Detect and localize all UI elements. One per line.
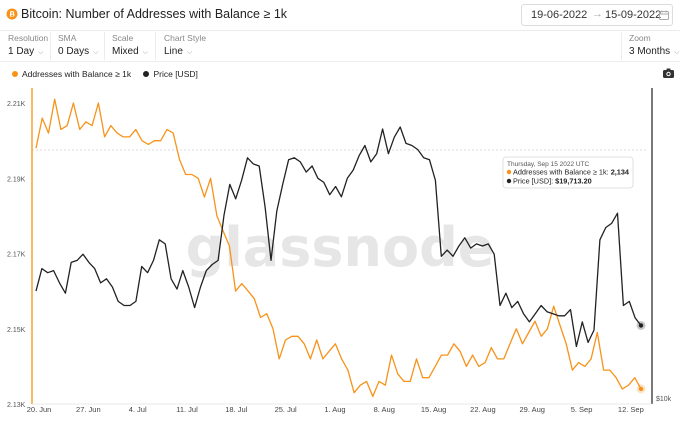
scale-dropdown[interactable]: Scale Mixed ⌵ bbox=[112, 33, 148, 59]
x-tick-label: 29. Aug bbox=[520, 405, 545, 414]
y-tick-label: 2.17K bbox=[7, 252, 26, 259]
date-end-field[interactable]: 15-09-2022 bbox=[605, 9, 662, 21]
tooltip-addresses-row: Addresses with Balance ≥ 1k: 2,134 bbox=[513, 168, 630, 177]
control-divider bbox=[104, 32, 105, 60]
chart-style-value: Line bbox=[164, 46, 183, 57]
header-divider bbox=[0, 30, 680, 31]
tooltip-price-label: Price [USD]: bbox=[513, 177, 553, 186]
x-tick-label: 15. Aug bbox=[421, 405, 446, 414]
x-tick-label: 8. Aug bbox=[374, 405, 395, 414]
date-range-picker[interactable]: 19-06-2022 → 15-09-2022 bbox=[521, 4, 673, 26]
price-series-line bbox=[35, 126, 642, 348]
tooltip-date: Thursday, Sep 15 2022 UTC bbox=[507, 161, 590, 168]
tooltip-box bbox=[502, 156, 634, 189]
chart-area[interactable]: 2.13K 2.15K 2.17K 2.19K 2.21K $10k 20. Jun 27… bbox=[0, 80, 680, 422]
tooltip-dot-price bbox=[506, 178, 512, 184]
chevron-down-icon: ⌵ bbox=[38, 49, 44, 56]
date-start-field[interactable]: 19-06-2022 bbox=[531, 9, 588, 21]
y-tick-label: 2.13K bbox=[7, 402, 26, 409]
addresses-series-line bbox=[35, 98, 642, 398]
y-axis-right: $10k bbox=[656, 396, 672, 403]
x-tick-label: 25. Jul bbox=[275, 405, 297, 414]
y-tick-label: 2.15K bbox=[7, 327, 26, 334]
y-tick-label: 2.19K bbox=[7, 176, 26, 183]
zoom-dropdown[interactable]: Zoom 3 Months ⌵ bbox=[629, 33, 679, 59]
header-bar: Bitcoin: Number of Addresses with Balanc… bbox=[0, 0, 680, 30]
tooltip-addresses-label: Addresses with Balance ≥ 1k: bbox=[513, 168, 609, 177]
chart-lines bbox=[35, 98, 646, 398]
x-tick-label: 5. Sep bbox=[571, 405, 593, 414]
chart-legend: Addresses with Balance ≥ 1k Price [USD] bbox=[12, 69, 208, 79]
y-axis-left: 2.13K 2.15K 2.17K 2.19K 2.21K bbox=[7, 101, 26, 409]
sma-dropdown[interactable]: SMA 0 Days ⌵ bbox=[58, 33, 98, 59]
resolution-dropdown[interactable]: Resolution 1 Day ⌵ bbox=[8, 33, 48, 59]
x-tick-label: 11. Jul bbox=[176, 405, 198, 414]
sma-label: SMA bbox=[58, 33, 77, 43]
price-endpoint-marker bbox=[638, 323, 644, 328]
addresses-endpoint-marker bbox=[638, 386, 644, 392]
chevron-down-icon: ⌵ bbox=[142, 49, 148, 56]
y-tick-label-right: $10k bbox=[656, 396, 672, 403]
resolution-label: Resolution bbox=[8, 33, 49, 43]
zoom-label: Zoom bbox=[629, 33, 651, 43]
scale-label: Scale bbox=[112, 33, 134, 43]
control-divider bbox=[621, 32, 622, 60]
chart-logo-icon bbox=[6, 8, 18, 20]
chevron-down-icon: ⌵ bbox=[186, 49, 193, 56]
chevron-down-icon: ⌵ bbox=[674, 49, 680, 56]
scale-value: Mixed bbox=[112, 46, 139, 57]
tooltip-dot-addresses bbox=[506, 169, 512, 175]
x-tick-label: 1. Aug bbox=[324, 405, 345, 414]
calendar-icon[interactable] bbox=[659, 10, 669, 20]
y-tick-label: 2.21K bbox=[7, 101, 26, 108]
chart-style-label: Chart Style bbox=[164, 33, 207, 43]
chart-grid bbox=[31, 88, 653, 405]
legend-item-addresses[interactable]: Addresses with Balance ≥ 1k bbox=[12, 69, 131, 79]
x-tick-label: 22. Aug bbox=[470, 405, 495, 414]
resolution-value: 1 Day bbox=[8, 46, 35, 57]
camera-icon[interactable] bbox=[663, 68, 674, 78]
legend-dot-price bbox=[143, 71, 150, 77]
x-tick-label: 12. Sep bbox=[618, 405, 644, 414]
x-tick-label: 4. Jul bbox=[129, 405, 147, 414]
sma-value: 0 Days bbox=[58, 46, 90, 57]
legend-item-price[interactable]: Price [USD] bbox=[143, 69, 198, 79]
control-divider bbox=[155, 32, 156, 60]
watermark: glassnode bbox=[186, 216, 495, 279]
chart-title: Bitcoin: Number of Addresses with Balanc… bbox=[21, 7, 288, 21]
controls-divider bbox=[0, 61, 680, 62]
tooltip-addresses-value: 2,134 bbox=[611, 168, 630, 177]
x-tick-label: 18. Jul bbox=[225, 405, 247, 414]
x-tick-label: 20. Jun bbox=[27, 405, 52, 414]
legend-label-price: Price [USD] bbox=[153, 69, 198, 79]
x-axis: 20. Jun 27. Jun 4. Jul 11. Jul 18. Jul 25. Ju… bbox=[27, 405, 644, 414]
control-divider bbox=[50, 32, 51, 60]
x-tick-label: 27. Jun bbox=[76, 405, 101, 414]
legend-dot-addresses bbox=[12, 71, 18, 77]
tooltip-price-row: Price [USD]: $19,713.20 bbox=[513, 177, 592, 186]
legend-label-addresses: Addresses with Balance ≥ 1k bbox=[22, 69, 132, 79]
tooltip: Thursday, Sep 15 2022 UTC Addresses with… bbox=[502, 156, 634, 189]
chart-style-dropdown[interactable]: Chart Style Line ⌵ bbox=[164, 33, 206, 59]
chevron-down-icon: ⌵ bbox=[93, 49, 99, 56]
date-arrow-icon: → bbox=[592, 8, 603, 20]
zoom-value: 3 Months bbox=[629, 46, 671, 57]
tooltip-price-value: $19,713.20 bbox=[555, 177, 592, 186]
